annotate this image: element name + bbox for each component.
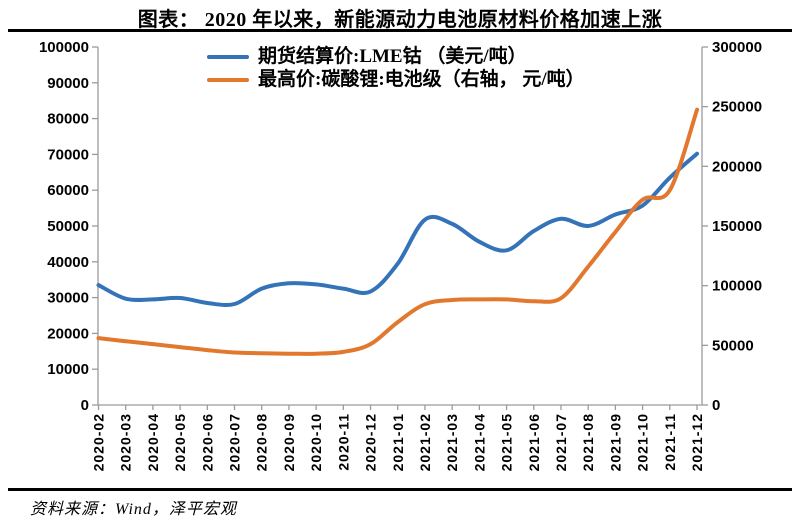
- x-axis-tick-label-group: 2020-02: [91, 413, 107, 471]
- series-line-lithium: [96, 107, 699, 356]
- x-axis-tick-label-group: 2021-09: [607, 413, 623, 471]
- x-axis-tick-label-group: 2021-05: [499, 413, 515, 471]
- chart-title: 图表： 2020 年以来，新能源动力电池原材料价格加速上涨: [137, 9, 663, 31]
- x-axis-tick-label: 2020-07: [227, 413, 243, 471]
- legend-item-cobalt: 期货结算价:LME钴 （美元/吨）: [207, 45, 585, 68]
- legend-item-lithium: 最高价:碳酸锂:电池级（右轴， 元/吨）: [207, 68, 585, 91]
- y-axis-left-tick-label: 70000: [47, 146, 89, 163]
- x-axis-tick-label-group: 2021-02: [417, 413, 433, 471]
- chart-legend: 期货结算价:LME钴 （美元/吨） 最高价:碳酸锂:电池级（右轴， 元/吨）: [207, 45, 585, 91]
- x-axis-tick-label-group: 2020-04: [145, 413, 161, 471]
- y-axis-right-tick-label: 50000: [712, 337, 754, 354]
- footer-divider-rule: [8, 488, 792, 491]
- y-axis-right-tick-label: 300000: [712, 39, 762, 56]
- x-axis-tick-label: 2020-05: [172, 413, 188, 471]
- x-axis-tick-label: 2020-11: [335, 413, 351, 471]
- x-axis-tick-label: 2021-11: [662, 413, 678, 471]
- x-axis-tick-label-group: 2020-10: [308, 413, 324, 471]
- y-axis-left-tick-label: 10000: [47, 361, 89, 378]
- x-axis-tick-label: 2021-02: [417, 413, 433, 471]
- x-axis-tick-label: 2020-09: [281, 413, 297, 471]
- legend-label-lithium: 最高价:碳酸锂:电池级（右轴， 元/吨）: [258, 69, 585, 90]
- title-divider-rule: [8, 29, 792, 32]
- y-axis-right-tick-label: 150000: [712, 218, 762, 235]
- x-axis-tick-label: 2021-06: [526, 413, 542, 471]
- y-axis-right-tick-label: 0: [712, 397, 720, 414]
- x-axis-tick-label: 2020-10: [308, 413, 324, 471]
- x-axis-tick-label-group: 2020-11: [335, 413, 351, 471]
- x-axis-tick-label: 2021-07: [553, 413, 569, 471]
- x-axis-tick-label-group: 2020-08: [254, 413, 270, 471]
- x-axis-tick-label-group: 2020-03: [118, 413, 134, 471]
- x-axis-tick-label-group: 2021-04: [471, 413, 487, 471]
- x-axis-tick-label-group: 2021-08: [580, 413, 596, 471]
- x-axis-tick-label: 2021-12: [689, 413, 705, 471]
- y-axis-right-tick-label: 250000: [712, 99, 762, 116]
- x-axis-tick-label: 2021-04: [471, 413, 487, 471]
- y-axis-left-tick-label: 90000: [47, 75, 89, 92]
- y-axis-left-tick-label: 50000: [47, 218, 89, 235]
- y-axis-left-tick-label: 100000: [39, 39, 89, 56]
- x-axis-tick-label-group: 2021-01: [390, 413, 406, 471]
- x-axis-tick-label-group: 2021-12: [689, 413, 705, 471]
- y-axis-left-tick-label: 60000: [47, 182, 89, 199]
- y-axis-right-tick-label: 200000: [712, 158, 762, 175]
- y-axis-left-tick-label: 40000: [47, 254, 89, 271]
- x-axis-tick-label: 2021-10: [635, 413, 651, 471]
- x-axis-tick-label: 2020-12: [363, 413, 379, 471]
- x-axis-tick-label-group: 2021-11: [662, 413, 678, 471]
- x-axis-tick-label-group: 2020-09: [281, 413, 297, 471]
- x-axis-tick-label: 2020-02: [91, 413, 107, 471]
- x-axis-tick-label: 2020-04: [145, 413, 161, 471]
- y-axis-right-tick-label: 100000: [712, 278, 762, 295]
- x-axis-tick-label-group: 2020-07: [227, 413, 243, 471]
- x-axis-tick-label-group: 2021-03: [444, 413, 460, 471]
- x-axis-tick-label: 2021-01: [390, 413, 406, 471]
- y-axis-left-tick-label: 80000: [47, 111, 89, 128]
- x-axis-tick-label: 2021-09: [607, 413, 623, 471]
- x-axis-tick-label: 2020-08: [254, 413, 270, 471]
- source-note: 资料来源：Wind，泽平宏观: [30, 501, 237, 518]
- x-axis-tick-label-group: 2021-06: [526, 413, 542, 471]
- x-axis-tick-label: 2020-06: [199, 413, 215, 471]
- x-axis-tick-label: 2020-03: [118, 413, 134, 471]
- legend-label-cobalt: 期货结算价:LME钴 （美元/吨）: [258, 46, 527, 67]
- cobalt-line-swatch: [207, 54, 249, 59]
- lithium-line-swatch: [207, 77, 249, 82]
- x-axis-tick-label: 2021-08: [580, 413, 596, 471]
- x-axis-tick-label-group: 2021-07: [553, 413, 569, 471]
- x-axis-tick-label-group: 2020-05: [172, 413, 188, 471]
- y-axis-left-tick-label: 20000: [47, 325, 89, 342]
- y-axis-left-tick-label: 0: [81, 397, 89, 414]
- x-axis-tick-label-group: 2020-12: [363, 413, 379, 471]
- x-axis-tick-label-group: 2021-10: [635, 413, 651, 471]
- x-axis-tick-label-group: 2020-06: [199, 413, 215, 471]
- x-axis-tick-label: 2021-03: [444, 413, 460, 471]
- y-axis-left-tick-label: 30000: [47, 290, 89, 307]
- series-line-cobalt: [96, 151, 699, 308]
- x-axis-tick-label: 2021-05: [499, 413, 515, 471]
